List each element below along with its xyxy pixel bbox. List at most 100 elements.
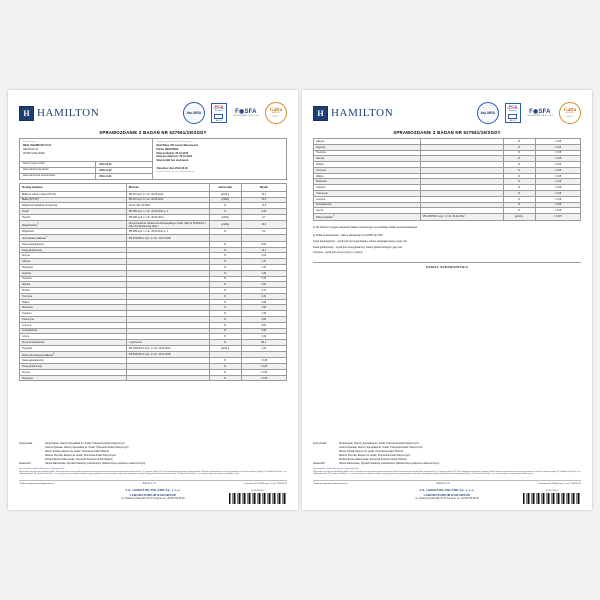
- cell-test-name: Treonina: [19, 275, 127, 283]
- table-row: Seryna% 4,03: [19, 252, 288, 260]
- cell-test-name: Glicyna: [19, 258, 127, 265]
- client-info: Zleceniodawca: REAL PHARM SP Z.O.O SZKOL…: [20, 139, 152, 161]
- pca-symbol-icon: [214, 113, 224, 119]
- cell-method: PB-534/HPLC wyd. 4 z dn. 30.12.2005: [125, 350, 210, 359]
- cell-result: < 0,05: [240, 368, 288, 376]
- report-page-2: H HAMILTON ilac-MRA PCA Polskie Centrum …: [302, 90, 592, 510]
- hamilton-wordmark: HAMILTON: [331, 107, 394, 119]
- table-row: Histydyna% < 0,05: [19, 374, 288, 382]
- barcode-caption: 527561/19/SGDY: [251, 490, 265, 492]
- table-row: Aminokwasy białkowe2) PB-534/HPLC wyd. 4 …: [19, 234, 288, 242]
- cell-test-name: Histydyna: [19, 374, 127, 382]
- date-value: 2019-10-31: [99, 163, 112, 166]
- company-dept: LABORATORIUM BADAWCZE: [129, 493, 177, 498]
- end-of-report-marker: KONIEC SPRAWOZDANIA: [313, 261, 581, 269]
- authorization-block-page2: Autoryzował: Alicja Nowak, Starszy Specj…: [313, 442, 581, 476]
- fineprint-body: Wynik odnosi się wyłącznie do badanej pr…: [19, 470, 287, 476]
- fosfa-logo: F◉SFA THE FEDERATION OF OILS: [526, 109, 553, 117]
- document-spread: H HAMILTON ilac-MRA PCA Polskie Centrum …: [8, 90, 592, 510]
- cell-result: < 0,05: [240, 374, 288, 382]
- cell-test-name: Izoleucyna: [19, 316, 127, 323]
- cell-result: 8,51: [240, 321, 288, 329]
- date-label: Data przyjęcia próbki:: [20, 162, 97, 167]
- cell-test-name: Wilgotność: [19, 228, 127, 236]
- cell-result: 5,0: [240, 228, 288, 236]
- pca-accreditation-logo: PCA Polskie Centrum Akredytacji AB 075: [504, 103, 521, 123]
- fosfa-logo: F◉SFA THE FEDERATION OF OILS: [232, 109, 259, 117]
- cell-result: 1,43: [240, 310, 288, 317]
- cell-test-name: Fenyloalanina: [19, 327, 127, 335]
- sample-expiry-date: Data przydatności: 30-10-2021: [156, 155, 193, 159]
- page-footer-page1: * Badanie wykonane podwykonawczo Strona:…: [19, 479, 287, 485]
- results-table-page2: Glicyna% < 0,05 Arginina% < 0,05 Treonina% < …: [313, 138, 582, 221]
- barcode-icon: [523, 493, 581, 504]
- table-row: Izoleucyna% 4,82: [19, 316, 288, 323]
- cell-unit: [208, 234, 242, 242]
- table-row: Treonina% 5,43: [19, 275, 288, 283]
- delivery-line: Próbki dostarczone przez Zleceniodawcę: [156, 170, 195, 173]
- person: Mariusz Pieczka, Ekspert ds. analiz, Pra…: [339, 453, 411, 457]
- cell-test-name: Cysteina: [19, 310, 127, 317]
- cell-result: 4,03: [240, 281, 288, 289]
- cell-test-name: Alanina: [19, 281, 127, 289]
- notes-block: 1) Do obliczeń przyjęto zawartość białka…: [313, 226, 581, 256]
- table-row: Alanina% 4,03: [19, 281, 288, 289]
- approved-by-row: Zatwierdził: Hanna Wachowska, Dyrektor N…: [19, 462, 287, 466]
- table-row: Cysteina% 1,43: [19, 310, 288, 317]
- note-1: 1) Do obliczeń przyjęto zawartość białka…: [313, 225, 418, 229]
- table-row: Arginina% 1,99: [19, 269, 288, 277]
- person: Mariusz Pieczka, Ekspert ds. analiz, Pra…: [45, 453, 117, 457]
- table-row: Walina% 4,55: [19, 298, 288, 306]
- cell-test-name: Seryna: [19, 368, 127, 376]
- authorized-by-label: Autoryzował:: [313, 441, 327, 445]
- approver: Hanna Wachowska, Dyrektor Naukowy Labora…: [45, 461, 146, 465]
- barcode-block-page1: 527561/19/SGDY: [229, 490, 287, 504]
- cell-result: 4,03: [240, 252, 288, 260]
- cell-result: 80,1: [240, 339, 288, 346]
- cell-unit: [208, 350, 242, 359]
- person: Alicja Nowak, Starszy Specjalista ds. An…: [339, 441, 419, 445]
- cell-test-name: Lizyna: [313, 207, 421, 215]
- table-row: Leucyna% 8,51: [19, 321, 288, 329]
- page-title: SPRAWOZDANIE Z BADAŃ NR 527561/19/SGDY: [393, 130, 501, 135]
- cell-result: 1,93: [240, 304, 288, 312]
- authorized-people-list: Alicja Nowak, Starszy Specjalista ds. An…: [45, 442, 128, 462]
- cell-test-name: Aminokwasy białkowe2): [19, 234, 127, 242]
- authorized-people-list: Alicja Nowak, Starszy Specjalista ds. An…: [339, 442, 422, 462]
- authorized-by-label: Autoryzował:: [19, 441, 33, 445]
- cell-test-name: Suma aminokwasów: [19, 339, 127, 346]
- table-header-row: Rodzaj badania Metoda Jednostka Wynik: [19, 183, 288, 192]
- cell-test-name: Seryna: [19, 252, 127, 260]
- person: Marcin Kubiak, Ekspert ds. analiz, Praco…: [45, 449, 110, 453]
- ilac-mra-logo: ilac-MRA: [182, 102, 205, 124]
- cell-test-name: Prolina: [19, 287, 127, 294]
- results-body-page2: Glicyna% < 0,05 Arginina% < 0,05 Treonina% < …: [313, 138, 582, 221]
- cell-result: 1,99: [240, 269, 288, 277]
- report-page-1: H HAMILTON ilac-MRA PCA Polskie Centrum …: [8, 90, 298, 510]
- client-street: SZKOLNA 41: [23, 147, 39, 151]
- cell-result: 4,82: [240, 316, 288, 323]
- cell-result: < 0,05: [534, 207, 582, 215]
- cell-test-name: Leucyna: [19, 321, 127, 329]
- table-row: Histydyna% 1,47: [19, 263, 288, 271]
- authorized-by-row: Autoryzował: Alicja Nowak, Starszy Specj…: [19, 442, 287, 462]
- fineprint-body: Wynik odnosi się wyłącznie do badanej pr…: [313, 470, 581, 476]
- client-caption: Zleceniodawca:: [23, 141, 38, 143]
- cell-test-name: Wolne aminokwasy białkowe2): [19, 350, 127, 359]
- table-row: Wolne aminokwasy białkowe2) PB-534/HPLC w…: [19, 350, 288, 359]
- cell-result: 1,47: [240, 263, 288, 271]
- authorization-block-page1: Autoryzował: Alicja Nowak, Starszy Specj…: [19, 442, 287, 476]
- table-row: Seryna% < 0,05: [19, 368, 288, 376]
- cell-test-name: Lizyna: [19, 333, 127, 341]
- accreditation-logos: ilac-MRA PCA Polskie Centrum Akredytacji…: [182, 102, 287, 124]
- note-2: 2) Skład aminokwasów - zakres akredytacj…: [313, 234, 384, 238]
- person: Monika Bemke-Zakrzewska, Kierownik Praco…: [339, 457, 407, 461]
- client-name: REAL PHARM SP Z.O.O: [23, 144, 52, 148]
- table-row: Suma aminokwasów z wyliczenia% 80,1: [19, 339, 288, 346]
- company-dept: LABORATORIUM BADAWCZE: [423, 493, 471, 498]
- page-header: H HAMILTON ilac-MRA PCA Polskie Centrum …: [19, 100, 287, 126]
- date-label: Data ukończenia sprawozdania:: [20, 174, 97, 179]
- note-3: Kwas asparaginowy - wynik jest sumą aspa…: [313, 240, 408, 243]
- authorized-by-row: Autoryzował: Alicja Nowak, Starszy Specj…: [313, 442, 581, 462]
- person: Joanna Śpiewak, Starszy Specjalista ds. …: [339, 445, 423, 449]
